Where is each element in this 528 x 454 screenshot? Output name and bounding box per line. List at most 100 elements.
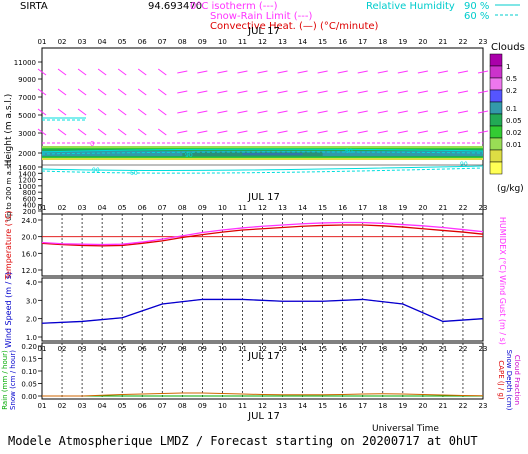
hour-label: 17 bbox=[358, 402, 367, 410]
wind-barb bbox=[337, 70, 348, 74]
top-hour-axis: 01 02 03 04 05 06 07 08 09 10 11 12 13 14 15 16 17 18 19 20… bbox=[38, 38, 488, 46]
universal-time-label: Universal Time bbox=[372, 424, 439, 434]
hour-label: 19 bbox=[398, 402, 407, 410]
clouds-y-axis: 11000 9000 7000 5000 3000 2000 160014001200100… bbox=[14, 59, 42, 216]
colorbar-cell bbox=[489, 89, 503, 103]
hour-label: 11 bbox=[238, 402, 247, 410]
hour-label: 01 bbox=[38, 38, 47, 46]
rh-contour-label: 60 bbox=[345, 148, 353, 155]
site-name: SIRTA bbox=[20, 1, 48, 12]
precip-y-axis: 0.20 0.15 0.10 0.05 0.00 bbox=[21, 343, 42, 401]
colorbar-cell bbox=[489, 53, 503, 67]
wind-barb bbox=[237, 70, 248, 74]
rh-contour-label: 90 bbox=[185, 152, 193, 159]
hour-label: 19 bbox=[398, 204, 407, 212]
y-tick-label: 7000 bbox=[18, 94, 36, 102]
wind-barb bbox=[257, 90, 268, 94]
humidex-line bbox=[41, 221, 484, 246]
wind-barb bbox=[397, 130, 408, 134]
wind-barb bbox=[177, 130, 188, 134]
hour-label: 20 bbox=[418, 204, 427, 212]
hour-label: 12 bbox=[258, 38, 267, 46]
hour-label: 22 bbox=[458, 38, 467, 46]
hour-label: 15 bbox=[318, 38, 327, 46]
wind-barb bbox=[217, 110, 228, 114]
wind-barb bbox=[477, 70, 489, 74]
wind-barb bbox=[437, 130, 449, 134]
wind-barb bbox=[257, 110, 268, 114]
legend-convective: Convective Heat. (—) (°C/minute) bbox=[210, 21, 379, 32]
hour-label: 03 bbox=[78, 402, 87, 410]
hour-label: 14 bbox=[298, 38, 307, 46]
wind-barb bbox=[477, 130, 489, 134]
wind-barb bbox=[217, 70, 228, 74]
colorbar-cells bbox=[489, 53, 503, 175]
hour-label: 15 bbox=[318, 204, 327, 212]
y-tick-label: 1000 bbox=[18, 183, 36, 191]
hour-label: 04 bbox=[98, 38, 107, 46]
precip-panel: 01 02 03 04 05 06 07 08 09 10 11 12 13 14 15 16 17 18 19 20… bbox=[1, 342, 521, 411]
y-tick-label: 5000 bbox=[18, 112, 36, 120]
wind-barb bbox=[197, 130, 208, 134]
hour-label: 03 bbox=[78, 38, 87, 46]
wind-series bbox=[41, 298, 484, 324]
wind-speed-ylabel: Wind Speed (m / s) bbox=[4, 272, 13, 348]
legend-rh-90: 90 % bbox=[464, 1, 489, 12]
y-tick-label: 2.0 bbox=[26, 316, 37, 324]
hour-label: 21 bbox=[438, 204, 447, 212]
hour-label: 18 bbox=[378, 38, 387, 46]
hour-label: 13 bbox=[278, 402, 287, 410]
wind-barb bbox=[197, 110, 208, 114]
wind-barb bbox=[437, 70, 449, 74]
wind-barb bbox=[157, 108, 167, 116]
colorbar-cell bbox=[489, 101, 503, 115]
hour-label: 03 bbox=[78, 204, 87, 212]
rh-contours: 90 60 90 60 90 bbox=[41, 117, 484, 177]
date-label-bottom: JUL 17 bbox=[247, 411, 280, 422]
hour-label: 16 bbox=[338, 38, 347, 46]
hour-label: 22 bbox=[458, 402, 467, 410]
hour-label: 05 bbox=[118, 38, 127, 46]
wind-barb bbox=[377, 90, 388, 94]
wind-barb bbox=[117, 88, 127, 96]
wind-barb bbox=[57, 128, 67, 136]
colorbar-label: 0.02 bbox=[506, 129, 522, 137]
wind-gust-ylabel: Wind Gust (m / s) bbox=[498, 275, 507, 345]
hour-label: 06 bbox=[138, 204, 147, 212]
wind-barb bbox=[237, 90, 248, 94]
y-tick-label: 16.0 bbox=[21, 250, 37, 258]
cape-ylabel: CAPE (J / g) bbox=[497, 360, 505, 400]
isotherm-label: 0 bbox=[90, 140, 94, 148]
hour-label: 02 bbox=[58, 402, 67, 410]
wind-barb bbox=[157, 88, 167, 96]
wind-barb bbox=[457, 90, 469, 94]
y-tick-label: 1600 bbox=[18, 164, 36, 172]
wind-barb bbox=[137, 108, 147, 116]
hour-label: 09 bbox=[198, 204, 207, 212]
rh-contour-label: 60 bbox=[130, 170, 138, 177]
cloud-core bbox=[242, 153, 303, 155]
rain-ylabel: Rain (mm / hour) bbox=[1, 350, 9, 410]
snowdepth-ylabel: Snow Depth (cm) bbox=[505, 350, 513, 411]
wind-barb bbox=[297, 110, 308, 114]
hour-label: 20 bbox=[418, 38, 427, 46]
wind-barb bbox=[397, 70, 408, 74]
wind-barb bbox=[177, 110, 188, 114]
wind-barb bbox=[437, 110, 449, 114]
hour-label: 04 bbox=[98, 402, 107, 410]
wind-barb bbox=[77, 108, 87, 116]
hour-label: 08 bbox=[178, 38, 187, 46]
wind-barb bbox=[377, 130, 388, 134]
cape-line bbox=[42, 392, 484, 397]
wind-barb bbox=[177, 90, 188, 94]
y-tick-label: 12.0 bbox=[21, 267, 37, 275]
hour-label: 09 bbox=[198, 38, 207, 46]
y-tick-label: 200 bbox=[23, 208, 36, 216]
wind-barb bbox=[357, 130, 368, 134]
y-tick-label: 9000 bbox=[18, 76, 36, 84]
wind-barb bbox=[57, 108, 67, 116]
clouds-colorbar: Clouds 1 0.5 0.2 0.1 0.05 0.02 0.01 (g/kg) bbox=[489, 42, 525, 194]
hour-label: 06 bbox=[138, 38, 147, 46]
bottom-hour-axis: 01 02 03 04 05 06 07 08 09 10 11 12 13 14 15 16 17 18 19 20… bbox=[38, 402, 488, 410]
colorbar-label: 0.2 bbox=[506, 87, 517, 95]
